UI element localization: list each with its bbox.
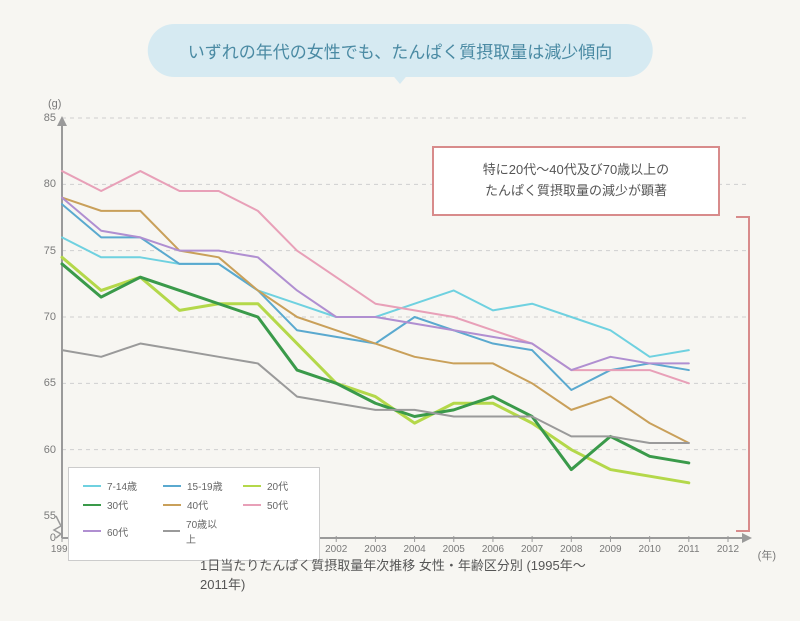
legend-item: 70歳以上 bbox=[163, 516, 225, 546]
x-tick-label: 2008 bbox=[560, 544, 582, 555]
x-axis-unit: (年) bbox=[758, 547, 776, 563]
legend-swatch bbox=[83, 530, 101, 532]
y-tick-label: 65 bbox=[44, 377, 56, 389]
banner-tail bbox=[390, 72, 410, 84]
legend-item: 50代 bbox=[243, 497, 305, 512]
y-tick-label: 0 bbox=[50, 532, 56, 544]
callout-box: 特に20代～40代及び70歳以上の たんぱく質摂取量の減少が顕著 bbox=[432, 146, 720, 216]
legend-swatch bbox=[243, 485, 261, 487]
legend-swatch bbox=[83, 485, 101, 487]
y-tick-label: 85 bbox=[44, 112, 56, 124]
legend-label: 15-19歳 bbox=[187, 478, 223, 493]
series-line bbox=[62, 198, 689, 443]
chart-caption: 1日当たりたんぱく質摂取量年次推移 女性・年齢区分別 (1995年～2011年) bbox=[200, 555, 600, 593]
legend-label: 30代 bbox=[107, 497, 128, 512]
headline-banner: いずれの年代の女性でも、たんぱく質摂取量は減少傾向 bbox=[148, 24, 653, 77]
x-tick-label: 2012 bbox=[717, 544, 739, 555]
callout-bracket bbox=[736, 216, 750, 532]
legend-item: 7-14歳 bbox=[83, 478, 145, 493]
callout-line1: 特に20代～40代及び70歳以上の bbox=[452, 160, 700, 181]
callout-line2: たんぱく質摂取量の減少が顕著 bbox=[452, 181, 700, 202]
headline-text: いずれの年代の女性でも、たんぱく質摂取量は減少傾向 bbox=[188, 43, 613, 62]
x-tick-label: 2005 bbox=[443, 544, 465, 555]
y-tick-label: 70 bbox=[44, 311, 56, 323]
chart-legend: 7-14歳 15-19歳 20代 30代 40代 50代 60代 70歳以上 bbox=[68, 467, 320, 561]
legend-label: 7-14歳 bbox=[107, 478, 137, 493]
x-tick-label: 2011 bbox=[678, 544, 700, 555]
legend-item: 15-19歳 bbox=[163, 478, 225, 493]
x-tick-label: 2004 bbox=[403, 544, 425, 555]
legend-item: 30代 bbox=[83, 497, 145, 512]
series-line bbox=[62, 264, 689, 470]
y-tick-label: 75 bbox=[44, 245, 56, 257]
x-tick-label: 2009 bbox=[599, 544, 621, 555]
legend-swatch bbox=[83, 504, 101, 506]
y-tick-label: 55 bbox=[44, 510, 56, 522]
legend-label: 40代 bbox=[187, 497, 208, 512]
legend-item: 20代 bbox=[243, 478, 305, 493]
legend-swatch bbox=[163, 485, 181, 487]
series-line bbox=[62, 344, 689, 444]
x-tick-label: 2010 bbox=[639, 544, 661, 555]
legend-swatch bbox=[163, 504, 181, 506]
x-tick-label: 2002 bbox=[325, 544, 347, 555]
legend-label: 60代 bbox=[107, 524, 128, 539]
legend-label: 50代 bbox=[267, 497, 288, 512]
legend-swatch bbox=[163, 530, 180, 532]
x-tick-label: 2007 bbox=[521, 544, 543, 555]
x-tick-label: 2003 bbox=[364, 544, 386, 555]
series-line bbox=[62, 237, 689, 356]
x-tick-label: 2006 bbox=[482, 544, 504, 555]
y-tick-label: 80 bbox=[44, 178, 56, 190]
legend-label: 20代 bbox=[267, 478, 288, 493]
legend-item: 40代 bbox=[163, 497, 225, 512]
legend-item: 60代 bbox=[83, 516, 145, 546]
y-tick-label: 60 bbox=[44, 444, 56, 456]
y-axis-unit: (g) bbox=[48, 98, 61, 110]
legend-label: 70歳以上 bbox=[186, 516, 225, 546]
legend-swatch bbox=[243, 504, 261, 506]
